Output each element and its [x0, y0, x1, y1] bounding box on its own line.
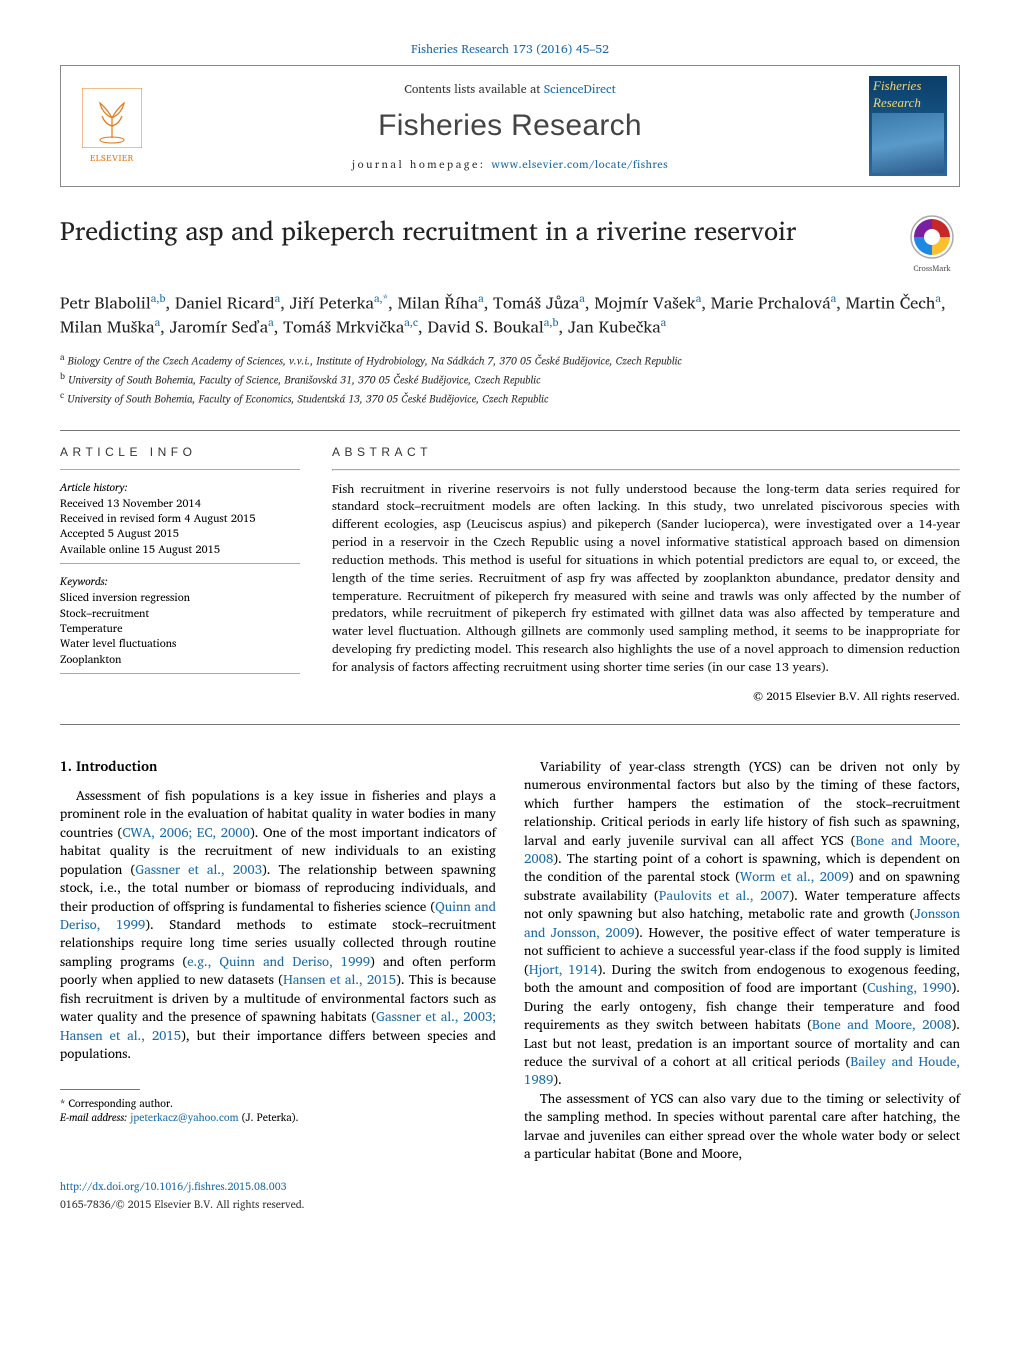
- cover-image: [872, 113, 944, 173]
- body-paragraph: The assessment of YCS can also vary due …: [524, 1089, 960, 1163]
- homepage-link[interactable]: www.elsevier.com/locate/fishres: [491, 155, 668, 173]
- email-footnote: E-mail address: jpeterkacz@yahoo.com (J.…: [60, 1110, 496, 1125]
- contents-prefix: Contents lists available at: [404, 80, 544, 99]
- article-info-heading: article info: [60, 445, 300, 459]
- affiliation-line: b University of South Bohemia, Faculty o…: [60, 369, 960, 388]
- cover-title-1: Fisheries: [869, 76, 947, 93]
- crossmark-icon: [910, 215, 954, 259]
- abstract: abstract Fish recruitment in riverine re…: [332, 445, 960, 706]
- abstract-copyright: © 2015 Elsevier B.V. All rights reserved…: [332, 687, 960, 706]
- keyword: Zooplankton: [60, 652, 300, 667]
- crossmark-badge[interactable]: CrossMark: [904, 215, 960, 275]
- cover-title-2: Research: [869, 93, 947, 110]
- section-1-heading: 1. Introduction: [60, 757, 496, 776]
- divider-thin: [60, 563, 300, 564]
- affiliations: a Biology Centre of the Czech Academy of…: [60, 350, 960, 408]
- author-list: Petr Blabolila,b, Daniel Ricarda, Jiří P…: [60, 291, 960, 340]
- abstract-text: Fish recruitment in riverine reservoirs …: [332, 481, 960, 677]
- divider-thin: [60, 469, 300, 470]
- abstract-heading: abstract: [332, 445, 960, 459]
- divider: [60, 430, 960, 431]
- journal-homepage: journal homepage: www.elsevier.com/locat…: [151, 155, 869, 173]
- divider-thin: [60, 673, 300, 674]
- elsevier-logo-text: ELSEVIER: [90, 150, 134, 165]
- email-suffix: (J. Peterka).: [239, 1108, 299, 1126]
- contents-available: Contents lists available at ScienceDirec…: [151, 80, 869, 99]
- divider: [60, 724, 960, 725]
- elsevier-logo: ELSEVIER: [73, 82, 151, 170]
- journal-citation: Fisheries Research 173 (2016) 45–52: [60, 40, 960, 59]
- affiliation-line: a Biology Centre of the Czech Academy of…: [60, 350, 960, 369]
- author-email-link[interactable]: jpeterkacz@yahoo.com: [130, 1108, 238, 1126]
- body-paragraph: Assessment of fish populations is a key …: [60, 786, 496, 1063]
- crossmark-label: CrossMark: [913, 261, 950, 275]
- body-column-right: Variability of year-class strength (YCS)…: [524, 757, 960, 1163]
- history-label: Article history:: [60, 478, 300, 496]
- footnote-separator: [60, 1089, 140, 1090]
- homepage-prefix: journal homepage:: [352, 155, 491, 173]
- doi-link[interactable]: http://dx.doi.org/10.1016/j.fishres.2015…: [60, 1177, 960, 1195]
- article-body: 1. Introduction Assessment of fish popul…: [60, 757, 960, 1163]
- body-paragraph: Variability of year-class strength (YCS)…: [524, 757, 960, 1089]
- article-title: Predicting asp and pikeperch recruitment…: [60, 215, 892, 248]
- journal-cover-thumbnail: Fisheries Research: [869, 76, 947, 176]
- email-label: E-mail address:: [60, 1108, 130, 1126]
- body-column-left: 1. Introduction Assessment of fish popul…: [60, 757, 496, 1163]
- sciencedirect-link[interactable]: ScienceDirect: [544, 80, 616, 99]
- article-info: article info Article history: Received 1…: [60, 445, 300, 706]
- copyright-footer: 0165-7836/© 2015 Elsevier B.V. All right…: [60, 1195, 960, 1213]
- journal-name: Fisheries Research: [151, 109, 869, 143]
- divider-thin: [332, 469, 960, 471]
- affiliation-line: c University of South Bohemia, Faculty o…: [60, 388, 960, 407]
- history-line: Available online 15 August 2015: [60, 542, 300, 557]
- journal-header-box: ELSEVIER Contents lists available at Sci…: [60, 65, 960, 187]
- tree-icon: [82, 88, 142, 148]
